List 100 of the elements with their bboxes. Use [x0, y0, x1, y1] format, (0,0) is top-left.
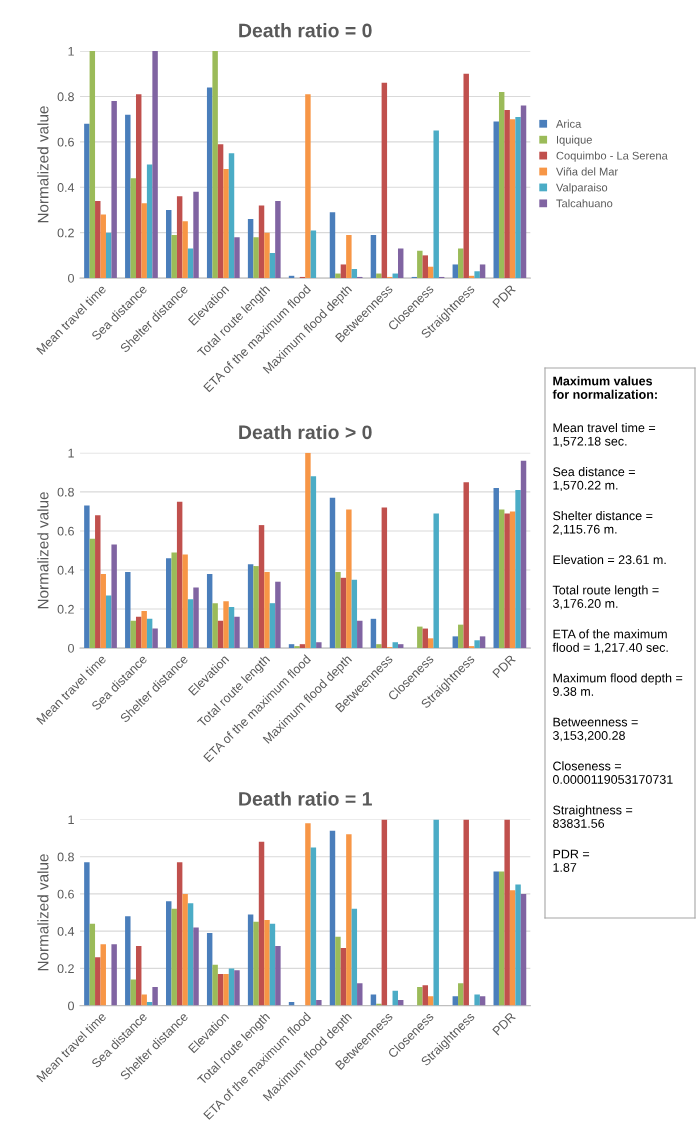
bar — [146, 164, 153, 279]
bar — [509, 119, 516, 279]
bar — [166, 558, 172, 649]
bar — [141, 610, 147, 649]
bar — [515, 489, 521, 649]
bar — [89, 923, 96, 1006]
bar — [381, 819, 388, 1006]
bar — [187, 599, 194, 649]
bar — [130, 178, 136, 279]
text: Shelter distance = 2,115.76 m. — [553, 511, 653, 536]
bar — [135, 946, 142, 1006]
bar — [247, 219, 254, 279]
bar — [335, 936, 341, 1006]
bar — [329, 830, 336, 1006]
bar — [458, 624, 464, 649]
y-axis-title: Normalized value — [37, 106, 49, 223]
bar — [125, 916, 131, 1006]
y-tick-label: 0.6 — [57, 137, 74, 147]
bar — [264, 571, 270, 649]
text: PDR = 1.87 — [553, 849, 590, 872]
bar — [228, 607, 235, 649]
bar — [84, 123, 90, 279]
bar — [95, 515, 101, 649]
bar — [509, 890, 516, 1006]
y-tick-label: 1 — [68, 448, 74, 458]
bar — [217, 973, 224, 1006]
y-tick-label: 0.6 — [57, 889, 74, 899]
bar — [310, 230, 317, 279]
bar — [288, 644, 295, 649]
bar — [105, 232, 112, 279]
y-tick-label: 1 — [68, 47, 74, 56]
y-tick-label: 0.4 — [57, 926, 75, 936]
bar — [340, 264, 347, 279]
bar — [370, 234, 377, 279]
chart-title: Death ratio > 0 — [239, 424, 372, 440]
bar — [428, 638, 434, 649]
bar — [111, 101, 117, 279]
bar — [275, 581, 281, 649]
bar — [234, 237, 240, 279]
bar — [376, 644, 382, 649]
bar — [125, 114, 131, 279]
bar — [357, 620, 363, 649]
bar — [504, 110, 510, 279]
bar — [269, 253, 276, 279]
bar — [176, 862, 183, 1006]
bar — [316, 1000, 322, 1006]
bar — [84, 505, 90, 649]
y-tick-label: 0 — [68, 273, 74, 283]
y-tick-label: 0.4 — [57, 183, 75, 192]
bar — [105, 595, 112, 649]
bar — [351, 908, 358, 1006]
bar — [463, 73, 469, 279]
bar — [253, 921, 259, 1006]
bar — [258, 205, 265, 279]
y-axis-title: Normalized value — [37, 492, 49, 609]
bar — [258, 525, 265, 649]
bar — [223, 601, 229, 649]
bar — [264, 232, 270, 279]
bar — [212, 964, 218, 1006]
bar — [100, 944, 106, 1006]
bar — [329, 497, 336, 649]
bar — [193, 587, 199, 649]
bar — [310, 847, 317, 1006]
bar — [433, 513, 439, 649]
bar — [152, 51, 158, 279]
text: Straightness = 83831.56 — [553, 805, 633, 828]
bar — [89, 51, 96, 279]
bar — [171, 234, 177, 279]
legend-label: Viña del Mar — [556, 167, 618, 176]
bar — [135, 94, 142, 279]
bar — [417, 987, 423, 1006]
bar — [346, 509, 352, 649]
y-tick-label: 0.2 — [57, 228, 74, 238]
chart-title: Death ratio = 1 — [239, 791, 372, 806]
bar — [212, 51, 218, 279]
bar — [479, 636, 486, 649]
y-axis-title: Normalized value — [37, 854, 49, 971]
bar — [247, 564, 254, 649]
bar — [479, 264, 486, 279]
bar — [206, 87, 213, 279]
bar — [100, 214, 106, 279]
y-tick-label: 0.6 — [57, 526, 74, 536]
bar — [417, 250, 423, 279]
bar — [152, 987, 158, 1006]
bar — [474, 271, 480, 279]
bar — [247, 914, 254, 1006]
bar — [234, 970, 240, 1006]
bar — [135, 616, 142, 649]
bar — [351, 579, 358, 649]
bar — [269, 923, 276, 1006]
bar — [376, 273, 382, 279]
bar — [206, 573, 213, 649]
bar — [223, 169, 229, 279]
bar — [305, 823, 311, 1006]
bar — [422, 255, 429, 279]
text: ETA of the maximum flood = 1,217.40 sec. — [552, 629, 668, 654]
bar — [452, 636, 459, 649]
bar — [228, 968, 235, 1006]
bar — [346, 234, 352, 279]
bar — [316, 642, 322, 649]
